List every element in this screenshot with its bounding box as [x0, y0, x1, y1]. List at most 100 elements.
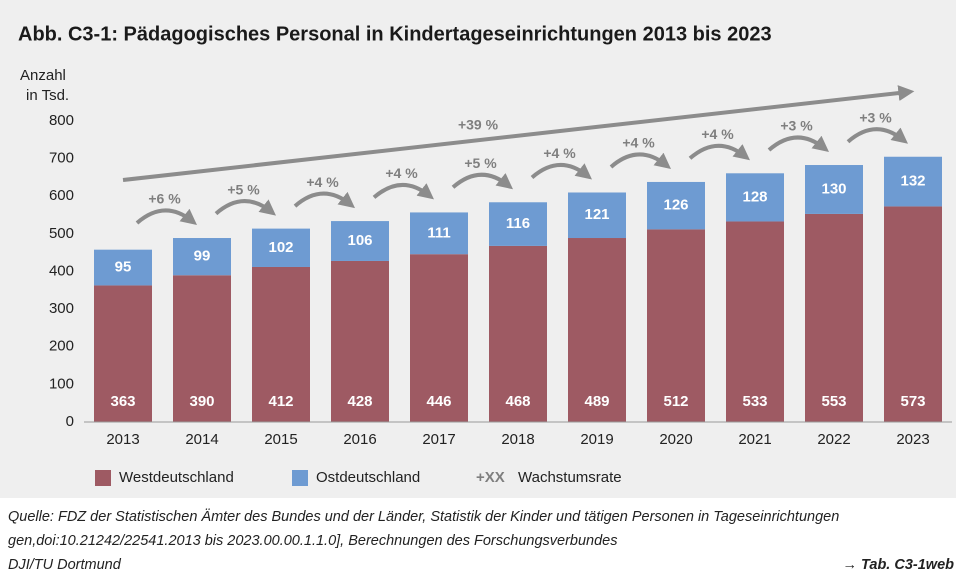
bar-segment: [489, 202, 547, 246]
total-growth-arrow: [122, 85, 915, 182]
x-tick-label: 2023: [896, 431, 929, 448]
bar-segment: [884, 156, 942, 207]
legend-swatch: [95, 470, 111, 486]
legend-swatch: [292, 470, 308, 486]
bar-segment: [94, 285, 152, 422]
data-label: 512: [663, 393, 688, 410]
bar-segment: [726, 173, 784, 222]
bar-segment: [647, 181, 705, 230]
source-line: Quelle: FDZ der Statistischen Ämter des …: [8, 508, 839, 525]
data-label: 111: [427, 224, 450, 241]
x-tick-label: 2021: [738, 431, 771, 448]
data-label: 121: [584, 206, 609, 223]
growth-arrow: [135, 208, 197, 226]
growth-arrow: [767, 135, 829, 153]
y-tick-label: 500: [49, 225, 74, 242]
data-label: 573: [900, 393, 925, 410]
growth-label: +4 %: [701, 126, 734, 142]
data-label: 106: [347, 232, 372, 249]
data-label: 116: [506, 215, 530, 232]
bar-segment: [805, 165, 863, 214]
growth-label: +5 %: [464, 155, 497, 171]
data-label: 489: [584, 393, 609, 410]
bar-segment: [331, 260, 389, 422]
growth-label: +4 %: [306, 174, 339, 190]
data-label: 128: [742, 188, 767, 205]
legend-label: Wachstumsrate: [518, 469, 622, 486]
growth-arrow: [293, 191, 355, 209]
data-label: 390: [189, 393, 214, 410]
bar-segment: [726, 221, 784, 422]
bar-segment: [331, 221, 389, 261]
y-tick-label: 600: [49, 187, 74, 204]
data-label: 533: [742, 393, 767, 410]
growth-arrow: [372, 182, 434, 200]
growth-label: +3 %: [859, 109, 892, 125]
source-line: DJI/TU Dortmund: [8, 557, 122, 573]
data-label: 428: [347, 393, 372, 410]
y-tick-label: 700: [49, 150, 74, 167]
x-tick-label: 2016: [343, 431, 376, 448]
growth-arrow: [451, 172, 513, 190]
data-label: 363: [110, 393, 135, 410]
bar-segment: [568, 192, 626, 239]
data-label: 468: [505, 393, 530, 410]
x-tick-label: 2018: [501, 431, 534, 448]
data-label: 126: [663, 197, 688, 214]
data-label: 132: [900, 173, 925, 190]
x-tick-label: 2022: [817, 431, 850, 448]
data-label: 446: [426, 393, 451, 410]
bar-segment: [410, 254, 468, 422]
growth-label: +4 %: [622, 135, 655, 151]
y-tick-label: 800: [49, 112, 74, 129]
y-tick-label: 300: [49, 300, 74, 317]
bar-segment: [410, 212, 468, 255]
data-label: 553: [821, 393, 846, 410]
growth-arrow: [530, 163, 592, 180]
bar-segment: [647, 229, 705, 422]
bar-segment: [489, 245, 547, 422]
bar-segment: [173, 275, 231, 422]
y-axis-label: Anzahl: [20, 67, 66, 84]
y-tick-label: 400: [49, 262, 74, 279]
chart-background: [0, 0, 956, 498]
chart-title: Abb. C3-1: Pädagogisches Personal in Kin…: [18, 23, 772, 45]
data-label: 130: [821, 180, 846, 197]
bar-segment: [252, 228, 310, 267]
x-tick-label: 2019: [580, 431, 613, 448]
growth-arrow: [688, 143, 750, 161]
bar-segment: [173, 238, 231, 276]
data-label: 99: [194, 248, 211, 265]
legend-label: Westdeutschland: [119, 469, 234, 486]
x-tick-label: 2014: [185, 431, 218, 448]
source-line: gen,doi:10.21242/22541.2013 bis 2023.00.…: [8, 533, 617, 549]
growth-label: +6 %: [148, 191, 181, 207]
bar-segment: [884, 206, 942, 422]
growth-arrow: [214, 199, 276, 216]
x-tick-label: 2015: [264, 431, 297, 448]
legend-symbol: +XX: [476, 469, 505, 486]
growth-arrow: [609, 152, 671, 169]
growth-label: +4 %: [385, 165, 418, 181]
legend-label: Ostdeutschland: [316, 469, 420, 486]
data-label: 102: [268, 239, 293, 256]
growth-label: +5 %: [227, 181, 260, 197]
reference: → Tab. C3-1web: [843, 557, 955, 573]
bar-segment: [94, 249, 152, 286]
x-tick-label: 2013: [106, 431, 139, 448]
y-tick-label: 100: [49, 375, 74, 392]
growth-label: +3 %: [780, 118, 813, 134]
growth-arrow: [846, 127, 908, 144]
bar-segment: [805, 213, 863, 422]
data-label: 412: [268, 393, 293, 410]
y-tick-label: 0: [66, 413, 74, 430]
x-tick-label: 2020: [659, 431, 692, 448]
y-tick-label: 200: [49, 338, 74, 355]
growth-label: +4 %: [543, 145, 576, 161]
bar-segment: [252, 266, 310, 422]
total-growth-label: +39 %: [458, 117, 499, 133]
x-tick-label: 2017: [422, 431, 455, 448]
bar-segment: [568, 238, 626, 422]
